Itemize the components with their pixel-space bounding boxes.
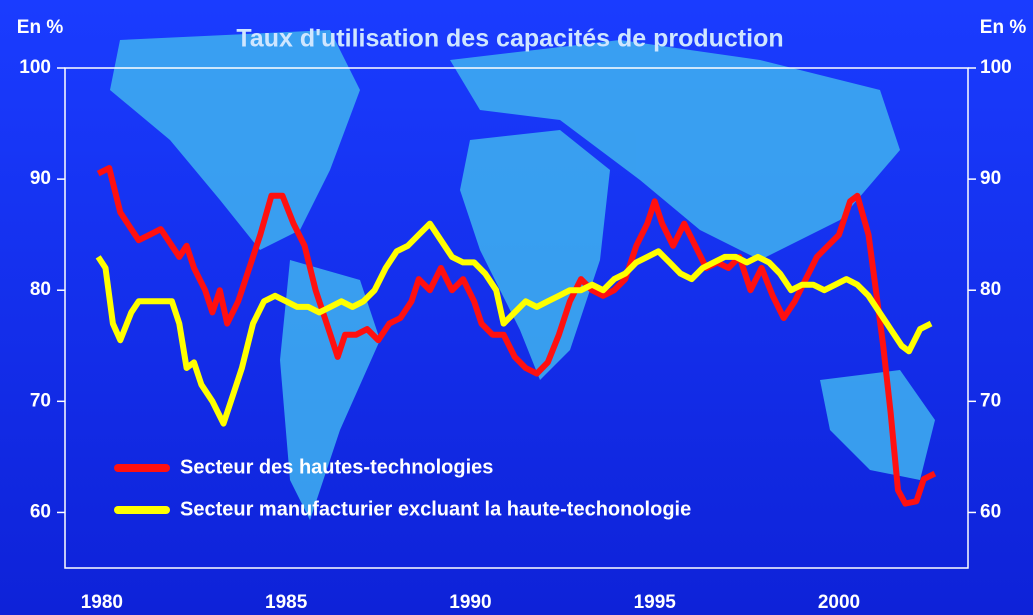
legend-label: Secteur des hautes-technologies <box>180 456 493 478</box>
y2-axis-label: En % <box>980 17 1027 38</box>
chart-title: Taux d'utilisation des capacités de prod… <box>236 25 783 53</box>
y-tick-label: 80 <box>30 279 51 300</box>
y-tick-label: 90 <box>30 168 51 189</box>
y2-tick-label: 80 <box>980 279 1001 300</box>
x-tick-label: 1990 <box>449 592 491 613</box>
y-tick-label: 70 <box>30 390 51 411</box>
x-tick-label: 2000 <box>818 592 860 613</box>
y2-tick-label: 60 <box>980 501 1001 522</box>
x-tick-label: 1980 <box>81 592 123 613</box>
chart: Taux d'utilisation des capacités de prod… <box>0 0 1033 615</box>
y-tick-label: 100 <box>19 57 51 78</box>
y2-tick-label: 70 <box>980 390 1001 411</box>
legend-label: Secteur manufacturier excluant la haute-… <box>180 498 691 520</box>
page: Taux d'utilisation des capacités de prod… <box>0 0 1033 615</box>
x-tick-label: 1985 <box>265 592 308 613</box>
x-tick-label: 1995 <box>634 592 677 613</box>
y-axis-label: En % <box>17 17 64 38</box>
y2-tick-label: 90 <box>980 168 1001 189</box>
y2-tick-label: 100 <box>980 57 1012 78</box>
y-tick-label: 60 <box>30 501 51 522</box>
